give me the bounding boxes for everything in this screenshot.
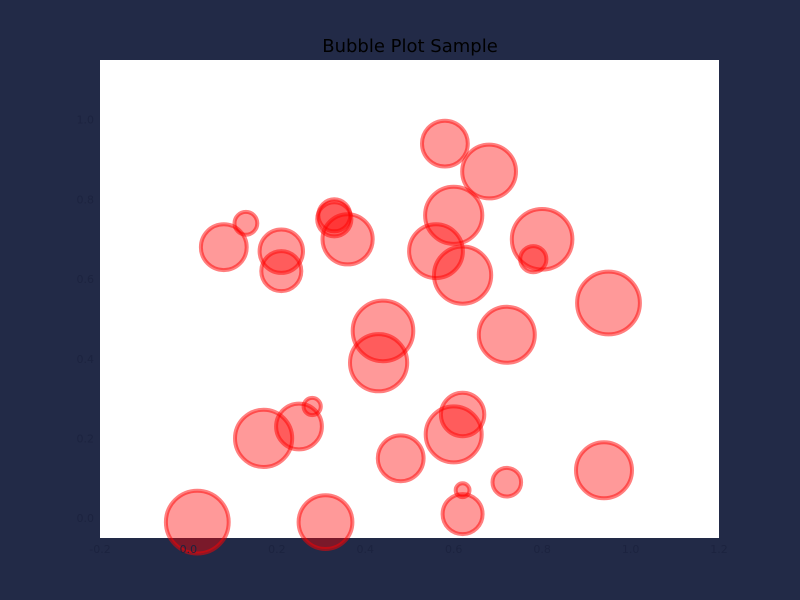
bubble-8 bbox=[296, 493, 355, 551]
bubble-28 bbox=[575, 269, 642, 337]
x-tick-label: 0.6 bbox=[445, 543, 463, 556]
x-tick-label: 0.8 bbox=[533, 543, 551, 556]
chart-title: Bubble Plot Sample bbox=[322, 36, 498, 57]
bubble-2 bbox=[232, 209, 260, 237]
bubble-20 bbox=[432, 244, 494, 306]
bubble-25 bbox=[490, 465, 524, 499]
bubble-13 bbox=[350, 298, 416, 364]
bubble-7 bbox=[301, 395, 323, 418]
x-tick-label: -0.2 bbox=[89, 543, 110, 556]
bubble-1 bbox=[198, 222, 249, 273]
y-tick-label: 0.8 bbox=[77, 193, 95, 206]
y-tick-label: 0.6 bbox=[77, 273, 95, 286]
bubble-19 bbox=[438, 390, 487, 439]
bubble-5 bbox=[259, 249, 304, 294]
y-tick-label: 1.0 bbox=[77, 114, 95, 127]
bubble-layer bbox=[163, 118, 642, 556]
bubble-17 bbox=[423, 184, 485, 246]
bubble-24 bbox=[476, 304, 537, 365]
x-tick-label: 0.0 bbox=[180, 543, 198, 556]
bubble-11 bbox=[320, 212, 375, 267]
bubble-14 bbox=[375, 433, 426, 484]
bubble-29 bbox=[574, 440, 634, 501]
y-tick-label: 0.0 bbox=[77, 512, 95, 525]
plot-area bbox=[100, 60, 719, 538]
x-tick-label: 1.2 bbox=[710, 543, 728, 556]
x-tick-label: 0.2 bbox=[268, 543, 286, 556]
y-tick-label: 0.2 bbox=[77, 432, 95, 445]
bubble-22 bbox=[440, 492, 485, 537]
bubble-23 bbox=[460, 142, 519, 201]
bubble-27 bbox=[509, 207, 575, 272]
x-axis: -0.2 0.0 0.2 0.4 0.6 0.8 1.0 1.2 bbox=[89, 543, 727, 556]
bubble-0 bbox=[163, 488, 231, 556]
bubble-16 bbox=[420, 118, 470, 169]
y-axis: 0.0 0.2 0.4 0.6 0.8 1.0 bbox=[77, 114, 95, 525]
x-tick-label: 1.0 bbox=[622, 543, 640, 556]
x-tick-label: 0.4 bbox=[357, 543, 375, 556]
y-tick-label: 0.4 bbox=[77, 353, 95, 366]
